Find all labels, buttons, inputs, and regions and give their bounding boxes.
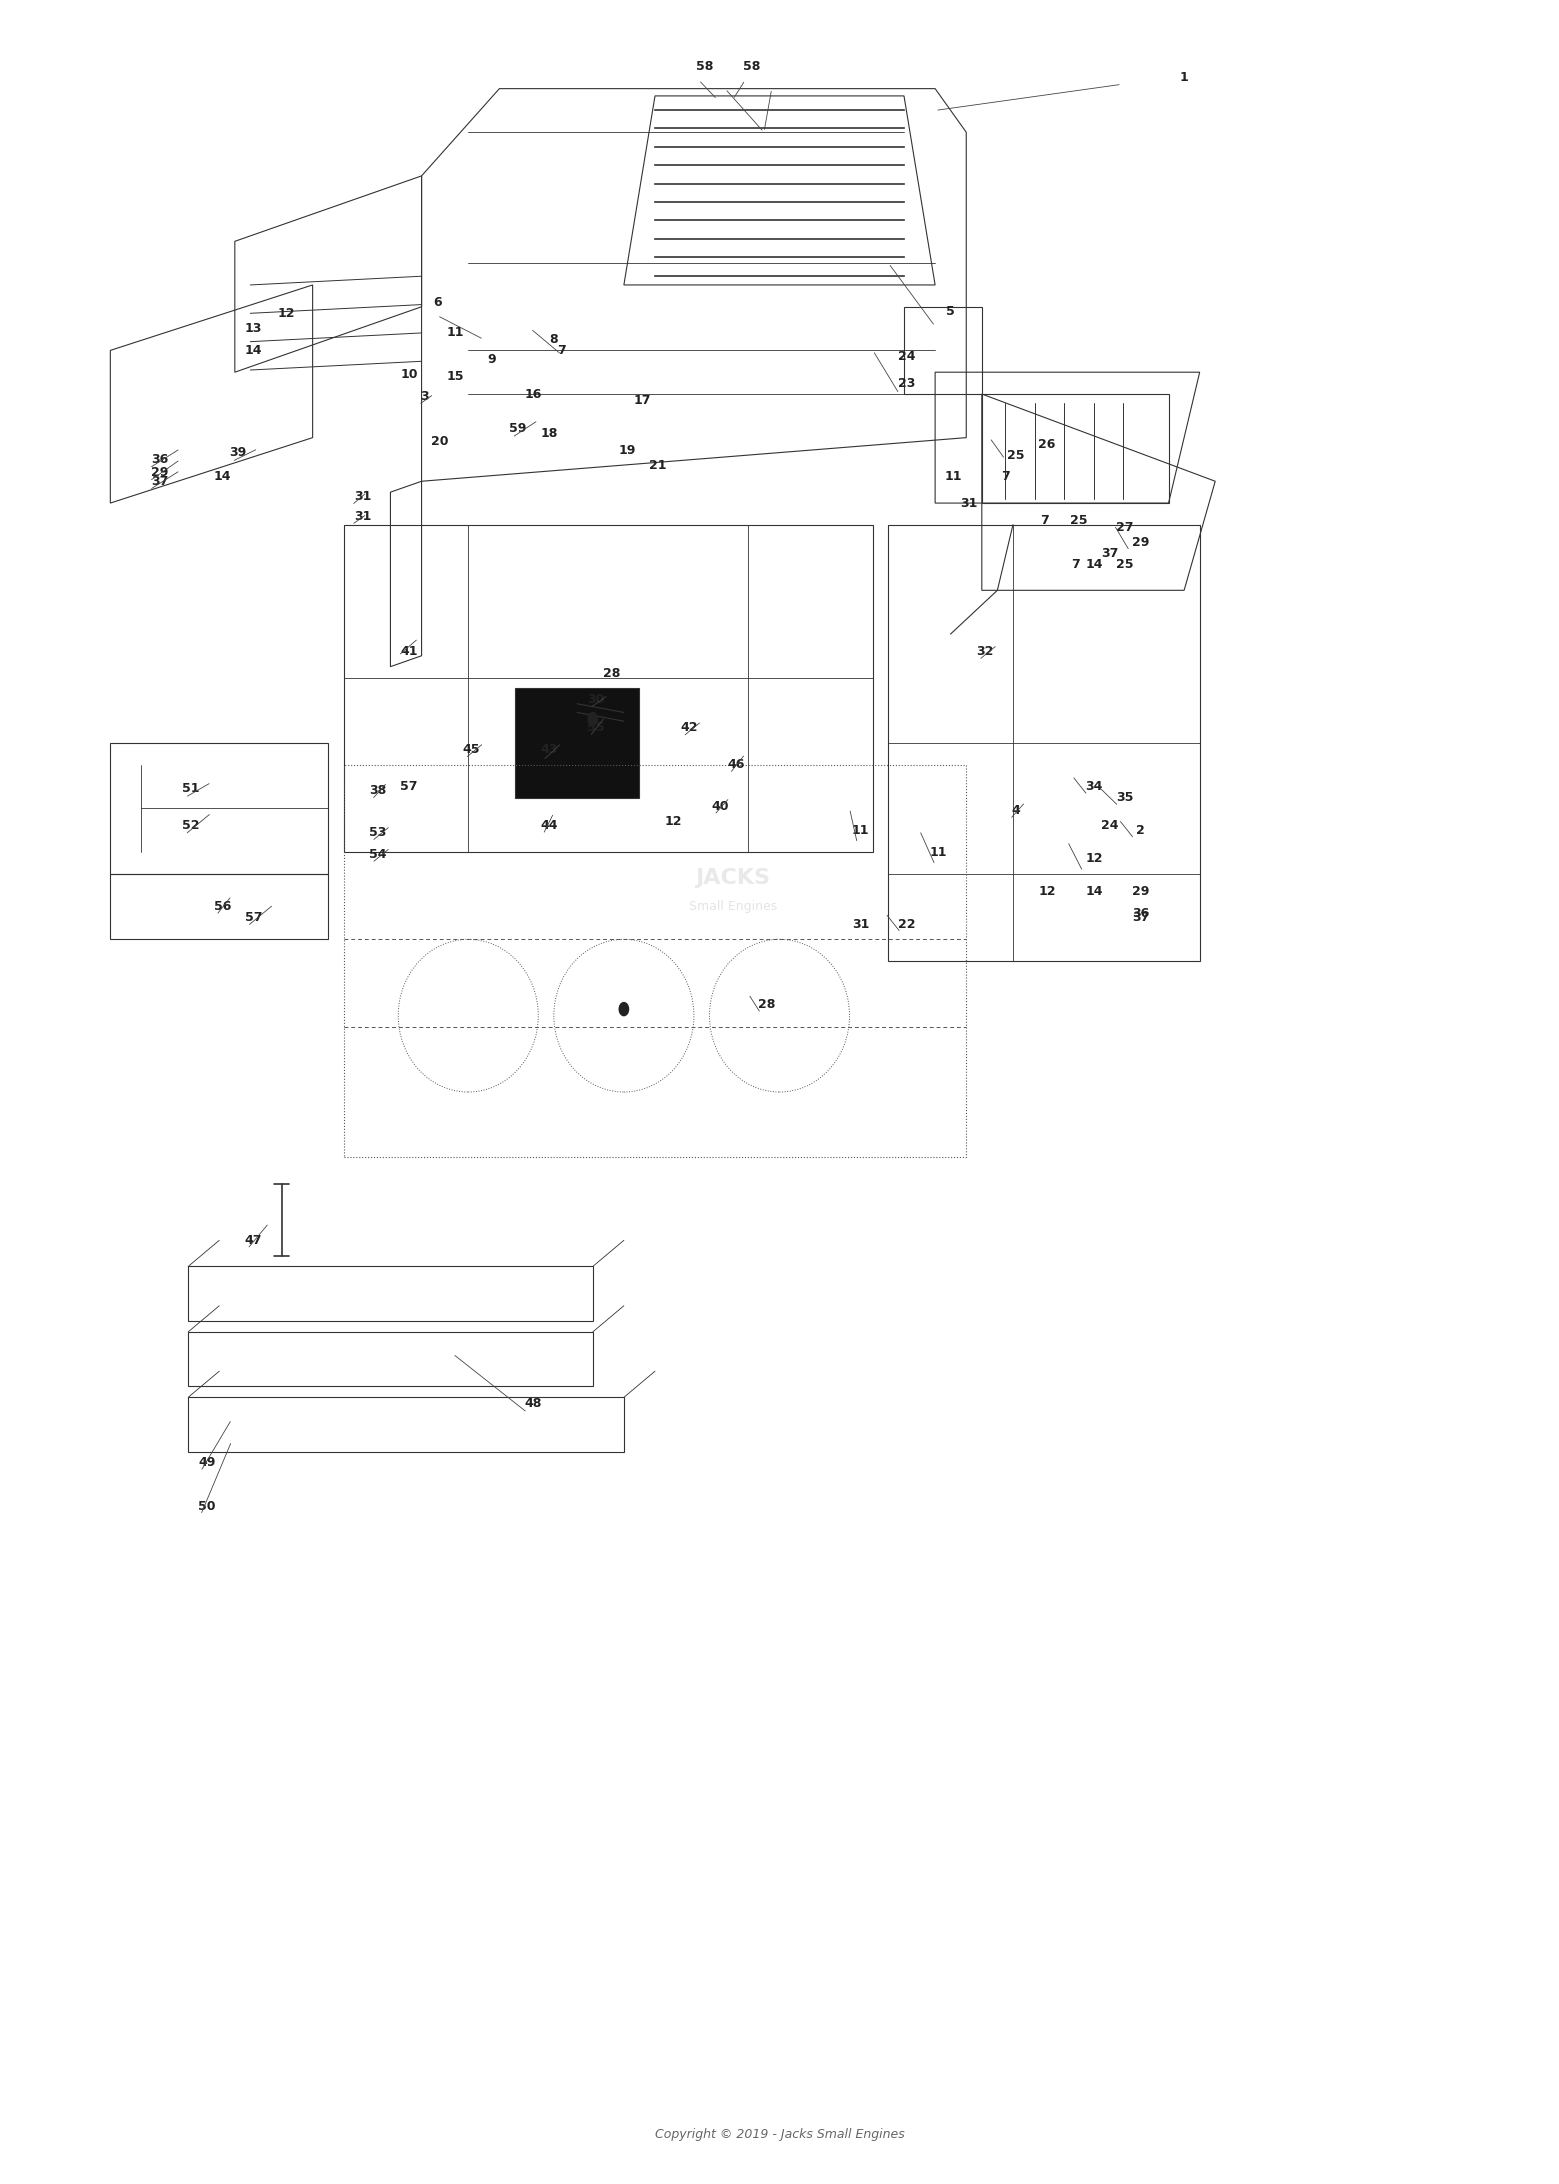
Text: 9: 9 (488, 352, 496, 365)
FancyBboxPatch shape (514, 688, 639, 797)
Text: Small Engines: Small Engines (689, 900, 776, 913)
Text: 31: 31 (851, 917, 868, 930)
Text: 12: 12 (1038, 885, 1055, 898)
Text: 10: 10 (401, 367, 418, 380)
Text: 11: 11 (851, 823, 870, 836)
Text: 6: 6 (433, 295, 441, 308)
Text: 20: 20 (432, 435, 449, 448)
Text: 48: 48 (525, 1398, 543, 1411)
Text: 24: 24 (898, 349, 915, 363)
Text: 26: 26 (1038, 437, 1055, 450)
Circle shape (588, 712, 597, 725)
Text: 49: 49 (198, 1457, 215, 1470)
Text: 13: 13 (245, 321, 262, 334)
Text: 51: 51 (182, 782, 200, 795)
Text: 57: 57 (401, 780, 418, 793)
Circle shape (619, 1002, 628, 1016)
Text: 56: 56 (214, 900, 231, 913)
Text: 37: 37 (1132, 911, 1149, 924)
Text: 46: 46 (726, 758, 745, 771)
Text: 25: 25 (1069, 513, 1087, 526)
Text: 31: 31 (354, 509, 371, 522)
Text: 54: 54 (369, 847, 387, 860)
Text: 8: 8 (549, 332, 558, 345)
Text: 43: 43 (541, 743, 558, 756)
Text: JACKS: JACKS (695, 869, 770, 889)
Text: 47: 47 (245, 1234, 262, 1247)
Text: 31: 31 (960, 496, 977, 509)
Text: 12: 12 (278, 306, 295, 319)
Text: 30: 30 (588, 692, 605, 705)
Text: 31: 31 (354, 489, 371, 502)
FancyBboxPatch shape (189, 1332, 592, 1387)
Text: 5: 5 (946, 304, 956, 317)
Text: 2: 2 (1137, 823, 1144, 836)
FancyBboxPatch shape (189, 1267, 592, 1321)
Text: 7: 7 (1040, 513, 1049, 526)
Text: 28: 28 (603, 666, 620, 679)
Text: 52: 52 (182, 819, 200, 832)
Text: 29: 29 (1132, 885, 1149, 898)
Text: 11: 11 (945, 470, 962, 483)
Text: 7: 7 (1071, 557, 1079, 570)
Text: 58: 58 (742, 61, 761, 74)
Text: 1: 1 (1180, 72, 1188, 85)
Text: 16: 16 (525, 387, 543, 400)
Text: 14: 14 (1085, 885, 1102, 898)
Text: 59: 59 (510, 422, 527, 435)
Text: 11: 11 (447, 325, 465, 339)
Text: 35: 35 (1116, 791, 1133, 804)
Text: 45: 45 (463, 743, 480, 756)
FancyBboxPatch shape (189, 1398, 624, 1452)
Text: 32: 32 (976, 644, 993, 657)
Text: 42: 42 (680, 721, 698, 734)
Text: 53: 53 (369, 826, 387, 839)
Text: 14: 14 (214, 470, 231, 483)
Text: 41: 41 (401, 644, 418, 657)
Text: 22: 22 (898, 917, 915, 930)
Text: 11: 11 (929, 845, 946, 858)
Text: 17: 17 (635, 393, 652, 406)
Text: 44: 44 (541, 819, 558, 832)
Text: 55: 55 (588, 721, 605, 734)
Text: Copyright © 2019 - Jacks Small Engines: Copyright © 2019 - Jacks Small Engines (655, 2127, 904, 2140)
Text: 24: 24 (1101, 819, 1118, 832)
Text: 34: 34 (1085, 780, 1102, 793)
Text: 3: 3 (421, 389, 429, 402)
Text: 12: 12 (1085, 852, 1102, 865)
Text: 14: 14 (245, 343, 262, 356)
Text: 38: 38 (369, 784, 387, 797)
Text: 14: 14 (1085, 557, 1102, 570)
Text: 29: 29 (1132, 535, 1149, 548)
Text: 25: 25 (1116, 557, 1133, 570)
Text: 29: 29 (151, 465, 168, 478)
Text: 39: 39 (229, 446, 246, 459)
Text: 37: 37 (151, 474, 168, 487)
Text: 25: 25 (1007, 448, 1024, 461)
Text: 27: 27 (1116, 520, 1133, 533)
Text: 21: 21 (650, 459, 667, 472)
Text: 7: 7 (557, 343, 566, 356)
Text: 58: 58 (697, 61, 714, 74)
Text: 28: 28 (758, 998, 776, 1011)
Text: 15: 15 (447, 369, 465, 382)
Text: 4: 4 (1012, 804, 1021, 817)
Text: 40: 40 (711, 799, 730, 812)
Text: 57: 57 (245, 911, 262, 924)
Text: 7: 7 (1001, 470, 1010, 483)
Text: 23: 23 (898, 376, 915, 389)
Text: 18: 18 (541, 426, 558, 439)
Text: 37: 37 (1101, 546, 1118, 559)
Text: 36: 36 (151, 452, 168, 465)
Text: 36: 36 (1132, 906, 1149, 919)
Text: 12: 12 (666, 815, 683, 828)
Text: 19: 19 (619, 443, 636, 456)
Text: 50: 50 (198, 1500, 215, 1514)
